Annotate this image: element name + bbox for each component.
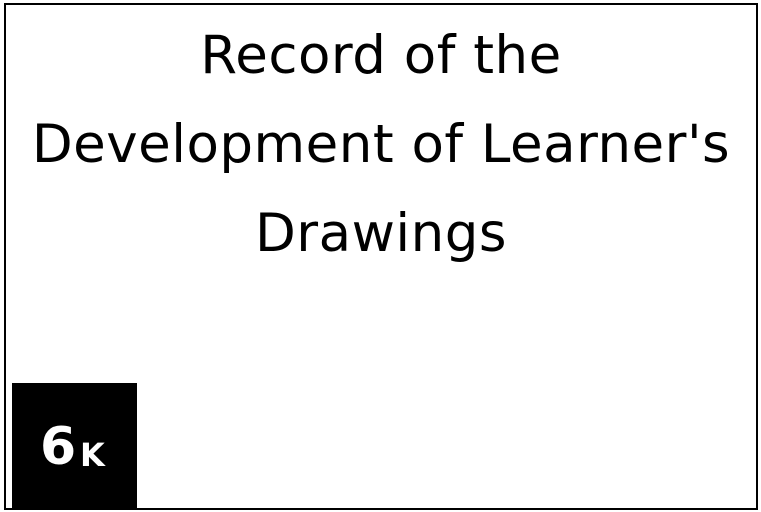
grade-badge: 6 K: [12, 383, 137, 508]
title-line-2: Development of Learner's: [31, 114, 731, 175]
document-frame: Record of the Development of Learner's D…: [4, 3, 758, 510]
title-line-1: Record of the: [200, 25, 562, 86]
title-line-3: Drawings: [255, 203, 507, 264]
grade-number: 6: [40, 417, 77, 477]
page-title: Record of the Development of Learner's D…: [6, 11, 756, 278]
grade-suffix: K: [80, 436, 105, 474]
